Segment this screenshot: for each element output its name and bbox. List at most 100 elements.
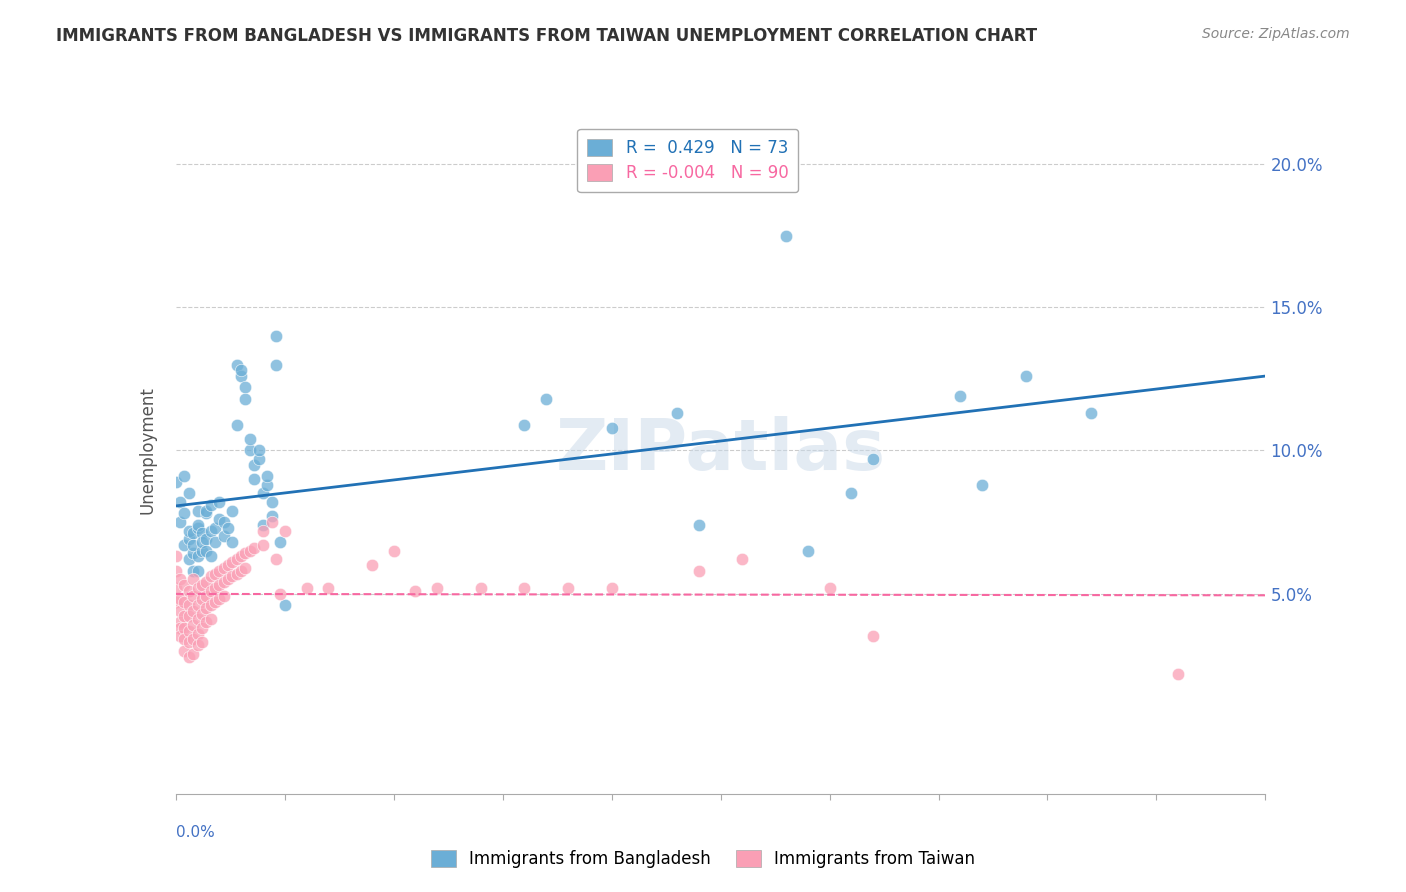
Point — [260, 515, 283, 529]
Point — [208, 578, 231, 592]
Point — [177, 552, 200, 566]
Point — [165, 595, 187, 609]
Point — [666, 406, 689, 420]
Point — [217, 558, 239, 572]
Point — [195, 507, 218, 521]
Point — [173, 595, 195, 609]
Point — [841, 486, 863, 500]
Point — [231, 363, 253, 377]
Text: 0.0%: 0.0% — [176, 825, 215, 839]
Point — [173, 621, 195, 635]
Point — [775, 228, 797, 243]
Point — [221, 535, 243, 549]
Point — [221, 569, 243, 583]
Point — [235, 546, 257, 561]
Point — [186, 521, 209, 535]
Point — [173, 578, 195, 592]
Point — [231, 369, 253, 384]
Point — [169, 630, 191, 644]
Point — [186, 612, 209, 626]
Point — [247, 452, 270, 467]
Point — [177, 649, 200, 664]
Point — [212, 561, 235, 575]
Point — [243, 472, 266, 486]
Point — [195, 575, 218, 590]
Point — [264, 552, 287, 566]
Point — [1080, 406, 1102, 420]
Point — [252, 517, 274, 532]
Point — [191, 592, 214, 607]
Point — [169, 495, 191, 509]
Point — [191, 607, 214, 621]
Point — [169, 615, 191, 630]
Point — [165, 581, 187, 595]
Point — [264, 329, 287, 343]
Point — [534, 392, 557, 406]
Point — [181, 590, 204, 604]
Text: IMMIGRANTS FROM BANGLADESH VS IMMIGRANTS FROM TAIWAN UNEMPLOYMENT CORRELATION CH: IMMIGRANTS FROM BANGLADESH VS IMMIGRANTS… — [56, 27, 1038, 45]
Point — [239, 543, 262, 558]
Point — [221, 503, 243, 517]
Point — [818, 581, 841, 595]
Point — [600, 581, 623, 595]
Point — [217, 521, 239, 535]
Point — [169, 592, 191, 607]
Point — [295, 581, 318, 595]
Point — [204, 521, 226, 535]
Point — [200, 524, 222, 538]
Point — [426, 581, 449, 595]
Point — [169, 604, 191, 618]
Point — [181, 546, 204, 561]
Point — [235, 392, 257, 406]
Point — [177, 583, 200, 598]
Point — [165, 475, 187, 489]
Point — [731, 552, 754, 566]
Point — [243, 458, 266, 472]
Point — [862, 452, 884, 467]
Point — [173, 609, 195, 624]
Point — [862, 630, 884, 644]
Legend: R =  0.429   N = 73, R = -0.004   N = 90: R = 0.429 N = 73, R = -0.004 N = 90 — [578, 129, 799, 192]
Point — [225, 566, 247, 581]
Point — [186, 581, 209, 595]
Point — [173, 632, 195, 647]
Point — [688, 564, 710, 578]
Point — [177, 609, 200, 624]
Point — [260, 495, 283, 509]
Point — [513, 581, 536, 595]
Point — [204, 595, 226, 609]
Point — [212, 590, 235, 604]
Point — [269, 535, 291, 549]
Point — [382, 543, 405, 558]
Point — [256, 478, 278, 492]
Point — [181, 564, 204, 578]
Point — [208, 564, 231, 578]
Point — [186, 503, 209, 517]
Text: Source: ZipAtlas.com: Source: ZipAtlas.com — [1202, 27, 1350, 41]
Point — [212, 575, 235, 590]
Point — [231, 549, 253, 564]
Point — [181, 538, 204, 552]
Point — [252, 486, 274, 500]
Point — [252, 538, 274, 552]
Point — [274, 598, 297, 612]
Point — [181, 647, 204, 661]
Point — [318, 581, 340, 595]
Point — [181, 572, 204, 586]
Point — [225, 417, 247, 432]
Point — [186, 638, 209, 652]
Point — [186, 626, 209, 640]
Point — [239, 443, 262, 458]
Point — [405, 583, 427, 598]
Point — [177, 635, 200, 649]
Point — [208, 512, 231, 526]
Point — [1015, 369, 1038, 384]
Point — [243, 541, 266, 555]
Point — [260, 509, 283, 524]
Point — [191, 535, 214, 549]
Point — [212, 529, 235, 543]
Point — [195, 615, 218, 630]
Point — [796, 543, 818, 558]
Point — [204, 535, 226, 549]
Point — [208, 495, 231, 509]
